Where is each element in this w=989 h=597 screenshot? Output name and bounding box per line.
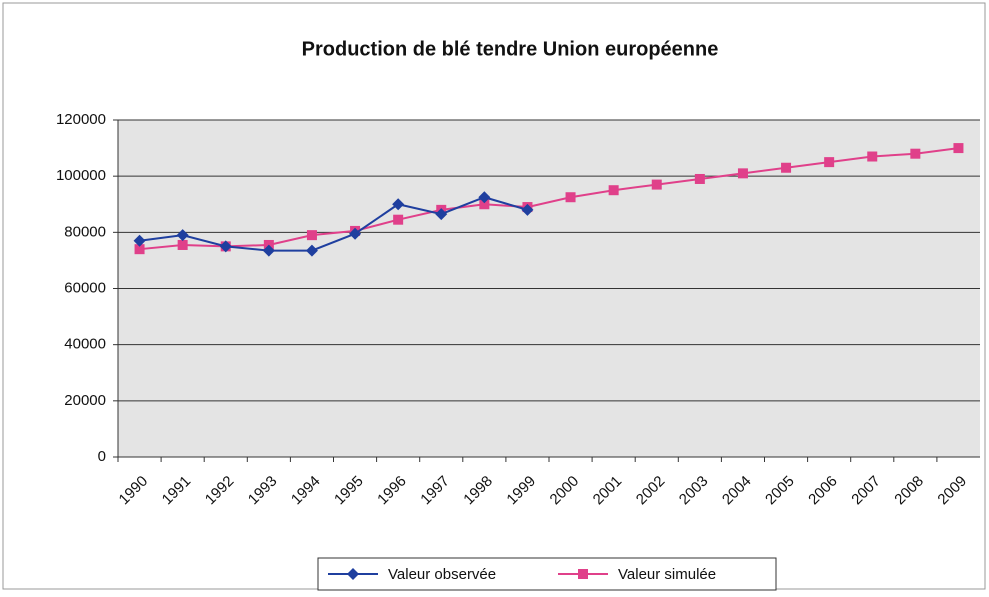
data-point (824, 157, 835, 168)
data-point (176, 229, 189, 242)
data-point (651, 179, 662, 190)
data-point (177, 239, 188, 250)
data-point (219, 240, 232, 253)
legend-marker (347, 568, 359, 580)
data-point (867, 151, 878, 162)
y-tick-label: 120000 (56, 111, 106, 128)
series-line (139, 147, 959, 251)
chart-title: Production de blé tendre Union européenn… (302, 38, 719, 60)
legend-label: Valeur observée (388, 566, 496, 583)
data-point (781, 162, 792, 173)
data-point (349, 227, 362, 240)
data-point (134, 244, 145, 255)
data-point (694, 173, 705, 184)
legend-marker (578, 569, 588, 579)
data-point (521, 203, 534, 216)
data-point (306, 230, 317, 241)
data-point (953, 143, 964, 154)
data-point (737, 168, 748, 179)
data-point (910, 148, 921, 159)
data-point (565, 192, 576, 203)
y-tick-label: 80000 (64, 223, 106, 240)
y-tick-label: 100000 (56, 167, 106, 184)
data-point (393, 214, 404, 225)
data-point (133, 234, 146, 247)
data-point (392, 198, 405, 211)
data-point (608, 185, 619, 196)
data-point (435, 208, 448, 221)
y-tick-label: 60000 (64, 279, 106, 296)
data-point (478, 191, 491, 204)
y-tick-label: 20000 (64, 392, 106, 409)
data-point (262, 244, 275, 257)
legend (317, 557, 777, 591)
y-tick-label: 0 (98, 448, 106, 465)
data-point (305, 244, 318, 257)
y-tick-label: 40000 (64, 336, 106, 353)
data-point (479, 199, 490, 210)
legend-label: Valeur simulée (618, 566, 716, 583)
series-line (139, 196, 528, 252)
